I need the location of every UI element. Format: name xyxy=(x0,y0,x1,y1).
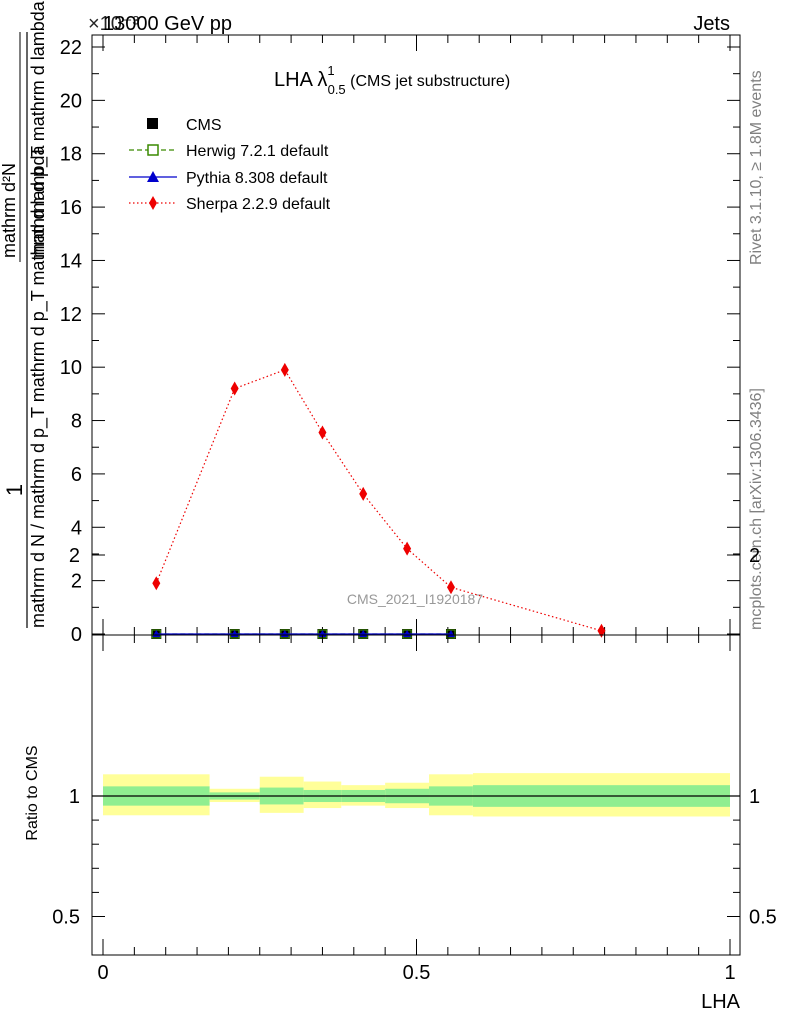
y-tick-label: 4 xyxy=(71,517,82,539)
sherpa-data-point xyxy=(152,576,161,591)
x-tick-label: 0 xyxy=(97,962,108,984)
y-label-right-denominator: mathrm d p_T mathrm d lambda xyxy=(28,0,49,258)
sherpa-data-point xyxy=(318,425,327,440)
ratio-y-tick-label-right: 1 xyxy=(749,786,760,808)
series-line xyxy=(155,369,602,632)
plot-title: LHA λ1 0.5 (CMS jet substructure) xyxy=(274,63,510,97)
legend-sherpa-marker xyxy=(149,196,157,210)
sherpa-data-point xyxy=(280,362,289,377)
ratio-y-tick-label: 1 xyxy=(69,786,80,808)
sherpa-data-point xyxy=(597,623,606,638)
legend: CMS Herwig 7.2.1 default Pythia 8.308 de… xyxy=(129,117,331,213)
plot-title-rest: (CMS jet substructure) xyxy=(346,73,510,90)
y-tick-label: 2 xyxy=(71,571,82,593)
rivet-version-label: Rivet 3.1.10, ≥ 1.8M events xyxy=(748,70,765,265)
header-left-title: 13000 GeV pp xyxy=(103,13,232,35)
y-tick-label: 14 xyxy=(60,250,82,272)
y-tick-label: 6 xyxy=(71,464,82,486)
plot-title-superscript: 1 xyxy=(327,63,334,78)
y-axis-label: 1 mathrm d N / mathrm d p_T mathrm d p_T… xyxy=(0,0,49,628)
main-x-ticks xyxy=(102,35,731,635)
legend-herwig-marker xyxy=(147,144,159,156)
ratio-y-label: Ratio to CMS xyxy=(24,745,41,840)
y-tick-label: 20 xyxy=(60,90,82,112)
y-tick-label: 18 xyxy=(60,144,82,166)
legend-cms-label: CMS xyxy=(186,117,222,134)
legend-herwig-label: Herwig 7.2.1 default xyxy=(186,143,329,160)
sherpa-data-point xyxy=(446,580,455,595)
ratio-y-tick-label: 0.5 xyxy=(52,907,80,929)
y-label-denominator: mathrm d N / mathrm d p_T mathrm d p_T m… xyxy=(28,145,49,628)
y-tick-label: 0 xyxy=(71,624,82,646)
x-tick-label: 1 xyxy=(724,962,735,984)
sherpa-data-point xyxy=(359,486,368,501)
y-tick-label: 22 xyxy=(60,37,82,59)
y-tick-label: 16 xyxy=(60,197,82,219)
ratio-x-ticks: 0 0.5 1 xyxy=(97,635,736,984)
legend-pythia-label: Pythia 8.308 default xyxy=(186,170,328,187)
legend-cms-marker xyxy=(147,118,158,129)
ratio-bands xyxy=(103,773,730,817)
ratio-y-ticks: 0.5 0.5 1 1 2 2 xyxy=(52,545,777,929)
legend-sherpa-label: Sherpa 2.2.9 default xyxy=(186,196,331,213)
mcplots-label: mcplots.cern.ch [arXiv:1306.3436] xyxy=(748,388,765,630)
header-right-title: Jets xyxy=(693,13,730,35)
sherpa-data-point xyxy=(403,541,412,556)
sherpa-data-point xyxy=(230,381,239,396)
x-tick-label: 0.5 xyxy=(403,962,431,984)
series-layer xyxy=(151,362,606,639)
ratio-y-tick-label: 2 xyxy=(69,545,80,567)
ratio-y-tick-label-right: 2 xyxy=(749,545,760,567)
y-tick-label: 12 xyxy=(60,304,82,326)
plot-title-subscript: 0.5 xyxy=(328,82,346,97)
x-axis-label: LHA xyxy=(701,991,741,1013)
legend-pythia-marker xyxy=(147,171,159,182)
analysis-watermark: CMS_2021_I1920187 xyxy=(347,591,483,607)
ratio-y-tick-label-right: 0.5 xyxy=(749,907,777,929)
y-exponent-label: ×10⁻³ xyxy=(88,13,139,35)
y-tick-label: 10 xyxy=(60,357,82,379)
y-tick-label: 8 xyxy=(71,411,82,433)
y-label-numerator: 1 xyxy=(2,484,27,496)
plot-title-main: LHA λ xyxy=(274,69,327,91)
y-label-right-numerator: mathrm d²N xyxy=(0,163,19,258)
